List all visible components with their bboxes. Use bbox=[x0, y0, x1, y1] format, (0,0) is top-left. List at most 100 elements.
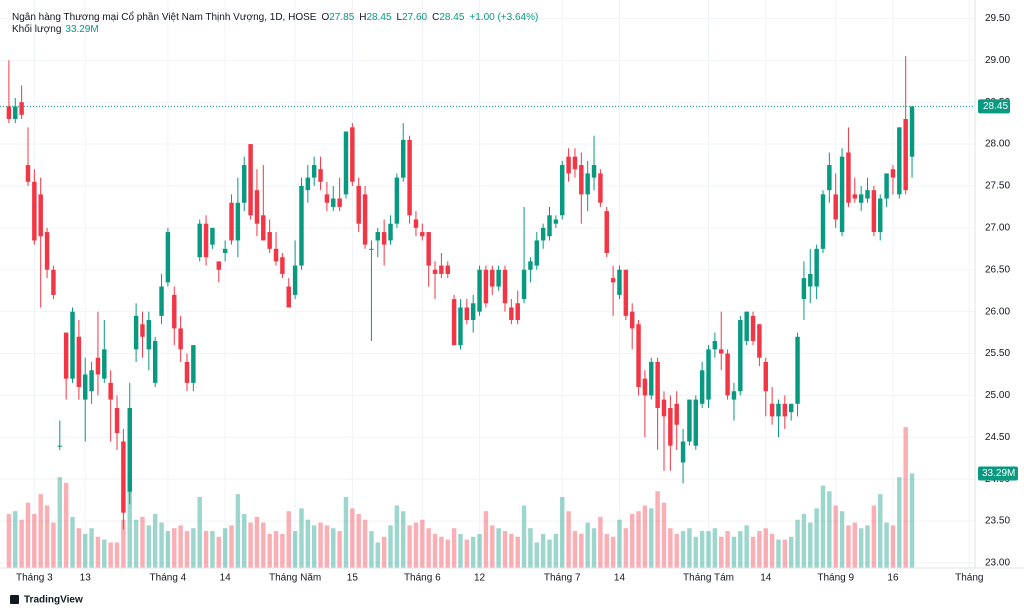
candle-body bbox=[413, 219, 419, 228]
candle-body bbox=[178, 328, 183, 350]
volume-bar bbox=[572, 531, 578, 568]
candle-body bbox=[795, 336, 800, 404]
candle-body bbox=[152, 340, 158, 383]
candle-body bbox=[827, 165, 832, 191]
volume-bar bbox=[750, 536, 756, 568]
candle-body bbox=[680, 441, 686, 463]
x-tick-label: 16 bbox=[887, 573, 899, 584]
candle-body bbox=[725, 353, 730, 396]
volume-bar bbox=[731, 536, 737, 568]
volume-bar bbox=[649, 508, 654, 568]
candle-body bbox=[267, 232, 272, 249]
y-tick-label: 23.00 bbox=[985, 558, 1010, 569]
candle-body bbox=[464, 307, 470, 321]
volume-bar bbox=[674, 533, 679, 568]
candle-body bbox=[184, 361, 190, 383]
candle-body bbox=[610, 278, 616, 283]
volume-bar bbox=[509, 533, 514, 568]
symbol-title: Ngân hàng Thương mại Cổ phần Việt Nam Th… bbox=[12, 11, 317, 23]
candle-body bbox=[210, 227, 215, 245]
volume-bar bbox=[890, 525, 896, 568]
ohlc-value: 28.45 bbox=[367, 12, 392, 23]
volume-bar bbox=[127, 482, 132, 568]
candle-body bbox=[458, 307, 463, 346]
x-tick-label: 14 bbox=[760, 573, 772, 584]
volume-bar bbox=[267, 533, 272, 568]
candle-body bbox=[636, 324, 641, 388]
candle-body bbox=[369, 248, 374, 250]
axes: 23.0023.5024.0024.5025.0025.5026.0026.50… bbox=[16, 13, 1018, 584]
candle-body bbox=[547, 215, 552, 237]
volume-bar bbox=[814, 508, 819, 568]
volume-bar bbox=[292, 531, 298, 568]
candle-body bbox=[871, 190, 877, 233]
ohlc-value: 27.60 bbox=[402, 12, 427, 23]
volume-bar bbox=[801, 514, 807, 568]
candle-body bbox=[121, 441, 126, 513]
volume-bar bbox=[401, 511, 406, 568]
candle-body bbox=[407, 139, 412, 216]
change: +1.00 (+3.64%) bbox=[469, 12, 538, 23]
volume-bar bbox=[661, 502, 667, 568]
volume-bar bbox=[871, 505, 877, 568]
volume-bar bbox=[515, 536, 520, 568]
candle-body bbox=[159, 286, 164, 316]
candle-body bbox=[661, 399, 667, 417]
volume-bar bbox=[356, 514, 361, 568]
candle-body bbox=[331, 198, 336, 207]
volume-bar bbox=[763, 528, 768, 568]
ohlc-value: 27.85 bbox=[329, 12, 354, 23]
candle-body bbox=[388, 223, 393, 241]
candle-body bbox=[299, 185, 304, 266]
candle-body bbox=[572, 156, 578, 170]
candle-body bbox=[432, 269, 438, 274]
volume-bar bbox=[795, 519, 800, 568]
candle-body bbox=[13, 106, 18, 119]
volume-bar bbox=[865, 525, 870, 568]
volume-bar bbox=[133, 519, 139, 568]
volume-bar bbox=[623, 528, 629, 568]
candle-body bbox=[356, 185, 361, 224]
candle-body bbox=[44, 232, 50, 270]
candle-body bbox=[521, 269, 527, 300]
volume-bar bbox=[108, 542, 113, 568]
candle-body bbox=[897, 127, 902, 195]
volume-bar bbox=[699, 531, 705, 568]
volume-bar bbox=[222, 528, 228, 568]
volume-bar bbox=[719, 536, 724, 568]
x-tick-label: Tháng Tám bbox=[683, 573, 734, 584]
volume-bar bbox=[585, 522, 590, 568]
candle-body bbox=[668, 407, 673, 446]
candle-body bbox=[757, 324, 762, 358]
candle-body bbox=[560, 165, 565, 216]
x-tick-label: Tháng 4 bbox=[150, 573, 187, 584]
candle-body bbox=[63, 332, 69, 379]
candle-body bbox=[19, 102, 24, 115]
volume-bar bbox=[318, 522, 323, 568]
candle-body bbox=[114, 407, 120, 434]
volume-bar bbox=[757, 531, 762, 568]
volume-bar bbox=[203, 531, 209, 568]
candle-body bbox=[70, 311, 75, 379]
volume-bar bbox=[89, 528, 94, 568]
volume-bar bbox=[178, 525, 183, 568]
candle-body bbox=[534, 240, 540, 266]
candle-body bbox=[852, 194, 858, 199]
candle-body bbox=[146, 320, 152, 350]
last-price-label: 28.45 bbox=[983, 101, 1008, 112]
volume-bar bbox=[210, 531, 215, 568]
volume-bar bbox=[884, 522, 889, 568]
volume-bar bbox=[76, 528, 82, 568]
volume-tag bbox=[978, 466, 1018, 481]
volume-bar bbox=[121, 519, 126, 568]
volume-bar bbox=[413, 522, 419, 568]
volume-bar bbox=[680, 531, 686, 568]
candle-body bbox=[401, 139, 406, 178]
candle-body bbox=[687, 399, 692, 442]
volume-bar bbox=[57, 477, 63, 568]
candle-body bbox=[82, 374, 88, 400]
volume-bar bbox=[261, 522, 266, 568]
volume-bar bbox=[394, 505, 400, 568]
candle-body bbox=[381, 232, 387, 245]
